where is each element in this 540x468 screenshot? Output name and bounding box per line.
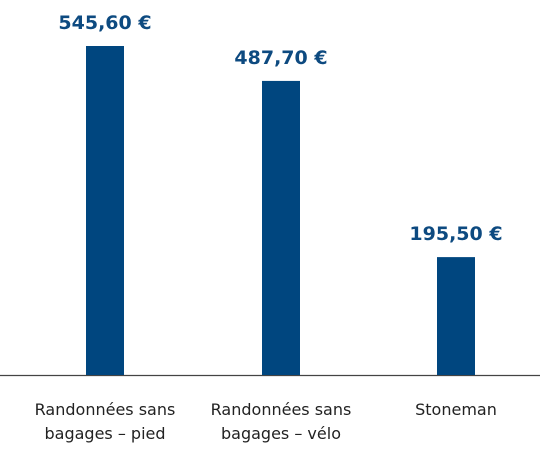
value-label: 487,70 € (234, 46, 328, 69)
bar (262, 80, 300, 376)
bar (86, 46, 124, 375)
x-tick-label: Randonnées sans bagages – vélo (210, 400, 352, 443)
value-label: 545,60 € (58, 12, 152, 34)
x-tick-label: Randonnées sans bagages – pied (34, 400, 176, 443)
value-label: 195,50 € (409, 223, 503, 246)
x-tick-label: Stoneman (415, 400, 497, 419)
bar (437, 257, 475, 375)
